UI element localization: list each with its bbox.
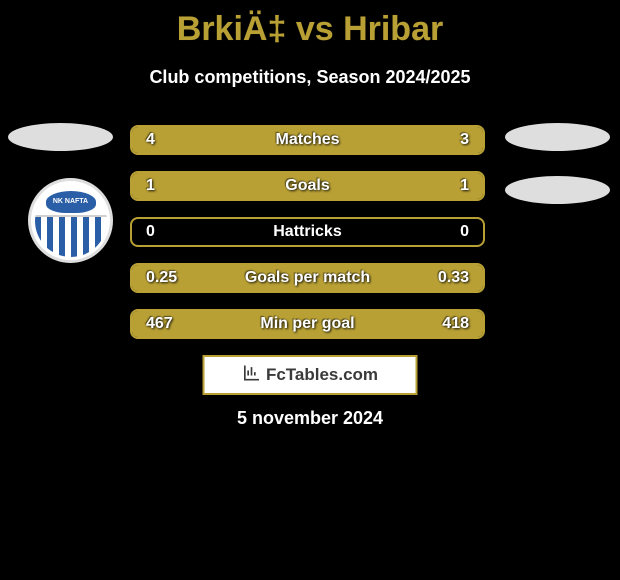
stat-value-right: 3	[460, 131, 483, 149]
page-subtitle: Club competitions, Season 2024/2025	[0, 67, 620, 88]
stat-row: 4Matches3	[130, 125, 485, 155]
club-badge-left: NK NAFTA	[28, 178, 113, 263]
club-badge-inner: NK NAFTA	[35, 185, 107, 257]
stat-rows-container: 4Matches3 1Goals1 0Hattricks0 0.25Goals per…	[130, 125, 485, 355]
stat-value-left: 0.25	[132, 269, 177, 287]
stat-label: Hattricks	[155, 223, 460, 241]
stat-row: 0.25Goals per match0.33	[130, 263, 485, 293]
brand-logo-box[interactable]: FcTables.com	[203, 355, 418, 395]
player-right-placeholder-1	[505, 123, 610, 151]
club-badge-stripes	[35, 215, 107, 257]
stat-value-left: 1	[132, 177, 155, 195]
player-right-placeholder-2	[505, 176, 610, 204]
stat-value-right: 0	[460, 223, 483, 241]
stat-row: 0Hattricks0	[130, 217, 485, 247]
stat-label: Min per goal	[173, 315, 443, 333]
stat-label: Goals per match	[177, 269, 438, 287]
stat-label: Goals	[155, 177, 460, 195]
stat-value-right: 1	[460, 177, 483, 195]
brand-text: FcTables.com	[266, 365, 378, 385]
chart-icon	[242, 363, 262, 388]
footer-date: 5 november 2024	[0, 408, 620, 429]
stat-row: 1Goals1	[130, 171, 485, 201]
stat-value-left: 0	[132, 223, 155, 241]
page-title: BrkiÄ‡ vs Hribar	[0, 0, 620, 49]
stat-value-left: 467	[132, 315, 173, 333]
stat-row: 467Min per goal418	[130, 309, 485, 339]
stat-value-left: 4	[132, 131, 155, 149]
stat-value-right: 418	[442, 315, 483, 333]
player-left-placeholder-1	[8, 123, 113, 151]
stat-label: Matches	[155, 131, 460, 149]
stat-value-right: 0.33	[438, 269, 483, 287]
club-badge-text: NK NAFTA	[46, 191, 96, 213]
